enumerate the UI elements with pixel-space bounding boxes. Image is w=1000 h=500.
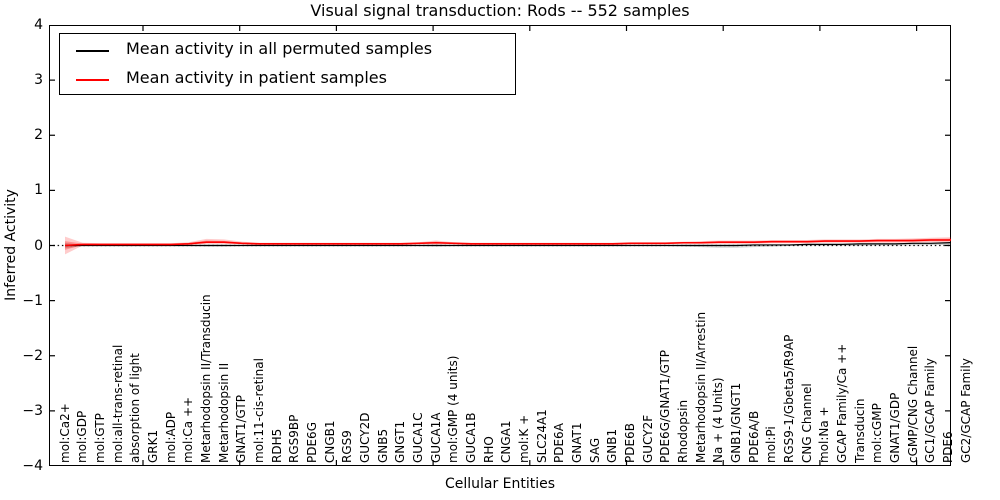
y-tick-label: −4 bbox=[22, 458, 43, 474]
x-tick-label: mol:ADP bbox=[163, 411, 178, 463]
y-tick-label: 0 bbox=[34, 237, 43, 254]
x-tick-label: SAG bbox=[587, 437, 602, 463]
x-tick-label: RHO bbox=[481, 436, 496, 463]
x-tick-label: mol:Pi bbox=[764, 426, 779, 463]
x-tick-label: mol:11-cis-retinal bbox=[251, 358, 266, 463]
x-tick-label: GUCY2D bbox=[357, 412, 372, 463]
y-tick-label: 3 bbox=[34, 72, 43, 89]
x-tick-label: RGS9BP bbox=[287, 414, 302, 463]
legend: Mean activity in all permuted samples Me… bbox=[59, 33, 516, 95]
patient-band-outer bbox=[65, 236, 951, 255]
y-tick-label: −1 bbox=[22, 292, 43, 309]
x-tick-label: RDH5 bbox=[269, 428, 284, 463]
x-tick-label: PDE6G/GNAT1/GTP bbox=[658, 349, 673, 463]
x-tick-label: GNAT1/GDP bbox=[887, 392, 902, 463]
x-tick-label: Na + (4 Units) bbox=[711, 377, 726, 463]
y-tick-label: −2 bbox=[22, 347, 43, 364]
x-tick-label: RGS9 bbox=[340, 430, 355, 463]
x-tick-label: CNGB1 bbox=[322, 420, 337, 463]
legend-line-red-icon bbox=[76, 79, 109, 81]
x-tick-label: mol:GDP bbox=[75, 410, 90, 463]
x-tick-label: GNB5 bbox=[375, 428, 390, 463]
x-tick-label: GNAT1/GTP bbox=[234, 395, 249, 463]
x-tick-label: GNB1/GNGT1 bbox=[728, 382, 743, 463]
x-tick-label: mol:GTP bbox=[92, 413, 107, 463]
legend-label-permuted: Mean activity in all permuted samples bbox=[126, 39, 433, 58]
x-tick-label: SLC24A1 bbox=[534, 409, 549, 463]
y-tick-label: −3 bbox=[22, 402, 43, 419]
x-tick-label: mol:Ca ++ bbox=[181, 396, 196, 463]
legend-line-black-icon bbox=[76, 50, 109, 52]
x-tick-label: PDE6A/B bbox=[746, 410, 761, 463]
x-tick-label: Metarhodopsin II bbox=[216, 362, 231, 463]
x-tick-label: CNGA1 bbox=[499, 420, 514, 464]
x-tick-label: Rhodopsin bbox=[675, 399, 690, 463]
x-tick-label: GUCY2F bbox=[640, 414, 655, 463]
chart-title: Visual signal transduction: Rods -- 552 … bbox=[310, 1, 690, 20]
x-tick-label: mol:cGMP bbox=[870, 403, 885, 463]
y-tick-label: 1 bbox=[34, 182, 43, 199]
x-tick-label: PDE6B bbox=[622, 423, 637, 463]
x-tick-label: GUCA1B bbox=[463, 412, 478, 463]
x-tick-label: mol:K + bbox=[516, 414, 531, 463]
x-tick-label: mol:Na + bbox=[817, 406, 832, 463]
x-tick-label: Metarhodopsin II/Transducin bbox=[198, 294, 213, 463]
x-tick-label: mol:GMP (4 units) bbox=[446, 355, 461, 463]
x-tick-label: GNAT1 bbox=[569, 422, 584, 463]
x-tick-label: mol:all-trans-retinal bbox=[110, 344, 125, 463]
plot-area bbox=[49, 25, 951, 466]
x-tick-label: absorption of light bbox=[128, 353, 143, 463]
x-tick-label: PDE6G bbox=[304, 422, 319, 463]
legend-label-patient: Mean activity in patient samples bbox=[126, 68, 387, 87]
x-tick-label: GRK1 bbox=[145, 429, 160, 463]
x-tick-label: cGMP/CNG Channel bbox=[905, 345, 920, 463]
x-tick-label: PDE6 bbox=[940, 431, 955, 463]
x-tick-label: CNG Channel bbox=[799, 383, 814, 463]
x-tick-label: GNB1 bbox=[605, 428, 620, 463]
legend-item-patient: Mean activity in patient samples bbox=[60, 65, 515, 95]
x-tick-label: GUCA1C bbox=[410, 412, 425, 463]
y-tick-label: 4 bbox=[34, 17, 43, 33]
permuted-mean-line bbox=[65, 242, 951, 247]
legend-item-permuted: Mean activity in all permuted samples bbox=[60, 36, 515, 66]
x-tick-label: PDE6A bbox=[552, 423, 567, 463]
x-tick-label: mol:Ca2+ bbox=[57, 403, 72, 463]
patient-mean-line bbox=[64, 239, 951, 247]
x-tick-label: GUCA1A bbox=[428, 412, 443, 463]
x-tick-label: Metarhodopsin II/Arrestin bbox=[693, 311, 708, 463]
x-tick-label: GC1/GCAP Family bbox=[923, 358, 938, 463]
x-tick-label: Transducin bbox=[852, 398, 867, 463]
x-tick-label: GC2/GCAP Family bbox=[958, 358, 973, 463]
x-tick-label: GCAP Family/Ca ++ bbox=[834, 343, 849, 463]
x-tick-label: GNGT1 bbox=[393, 420, 408, 463]
x-axis-label: Cellular Entities bbox=[444, 476, 556, 492]
y-tick-label: 2 bbox=[34, 127, 43, 144]
x-tick-label: RGS9-1/Gbeta5/R9AP bbox=[781, 334, 796, 463]
